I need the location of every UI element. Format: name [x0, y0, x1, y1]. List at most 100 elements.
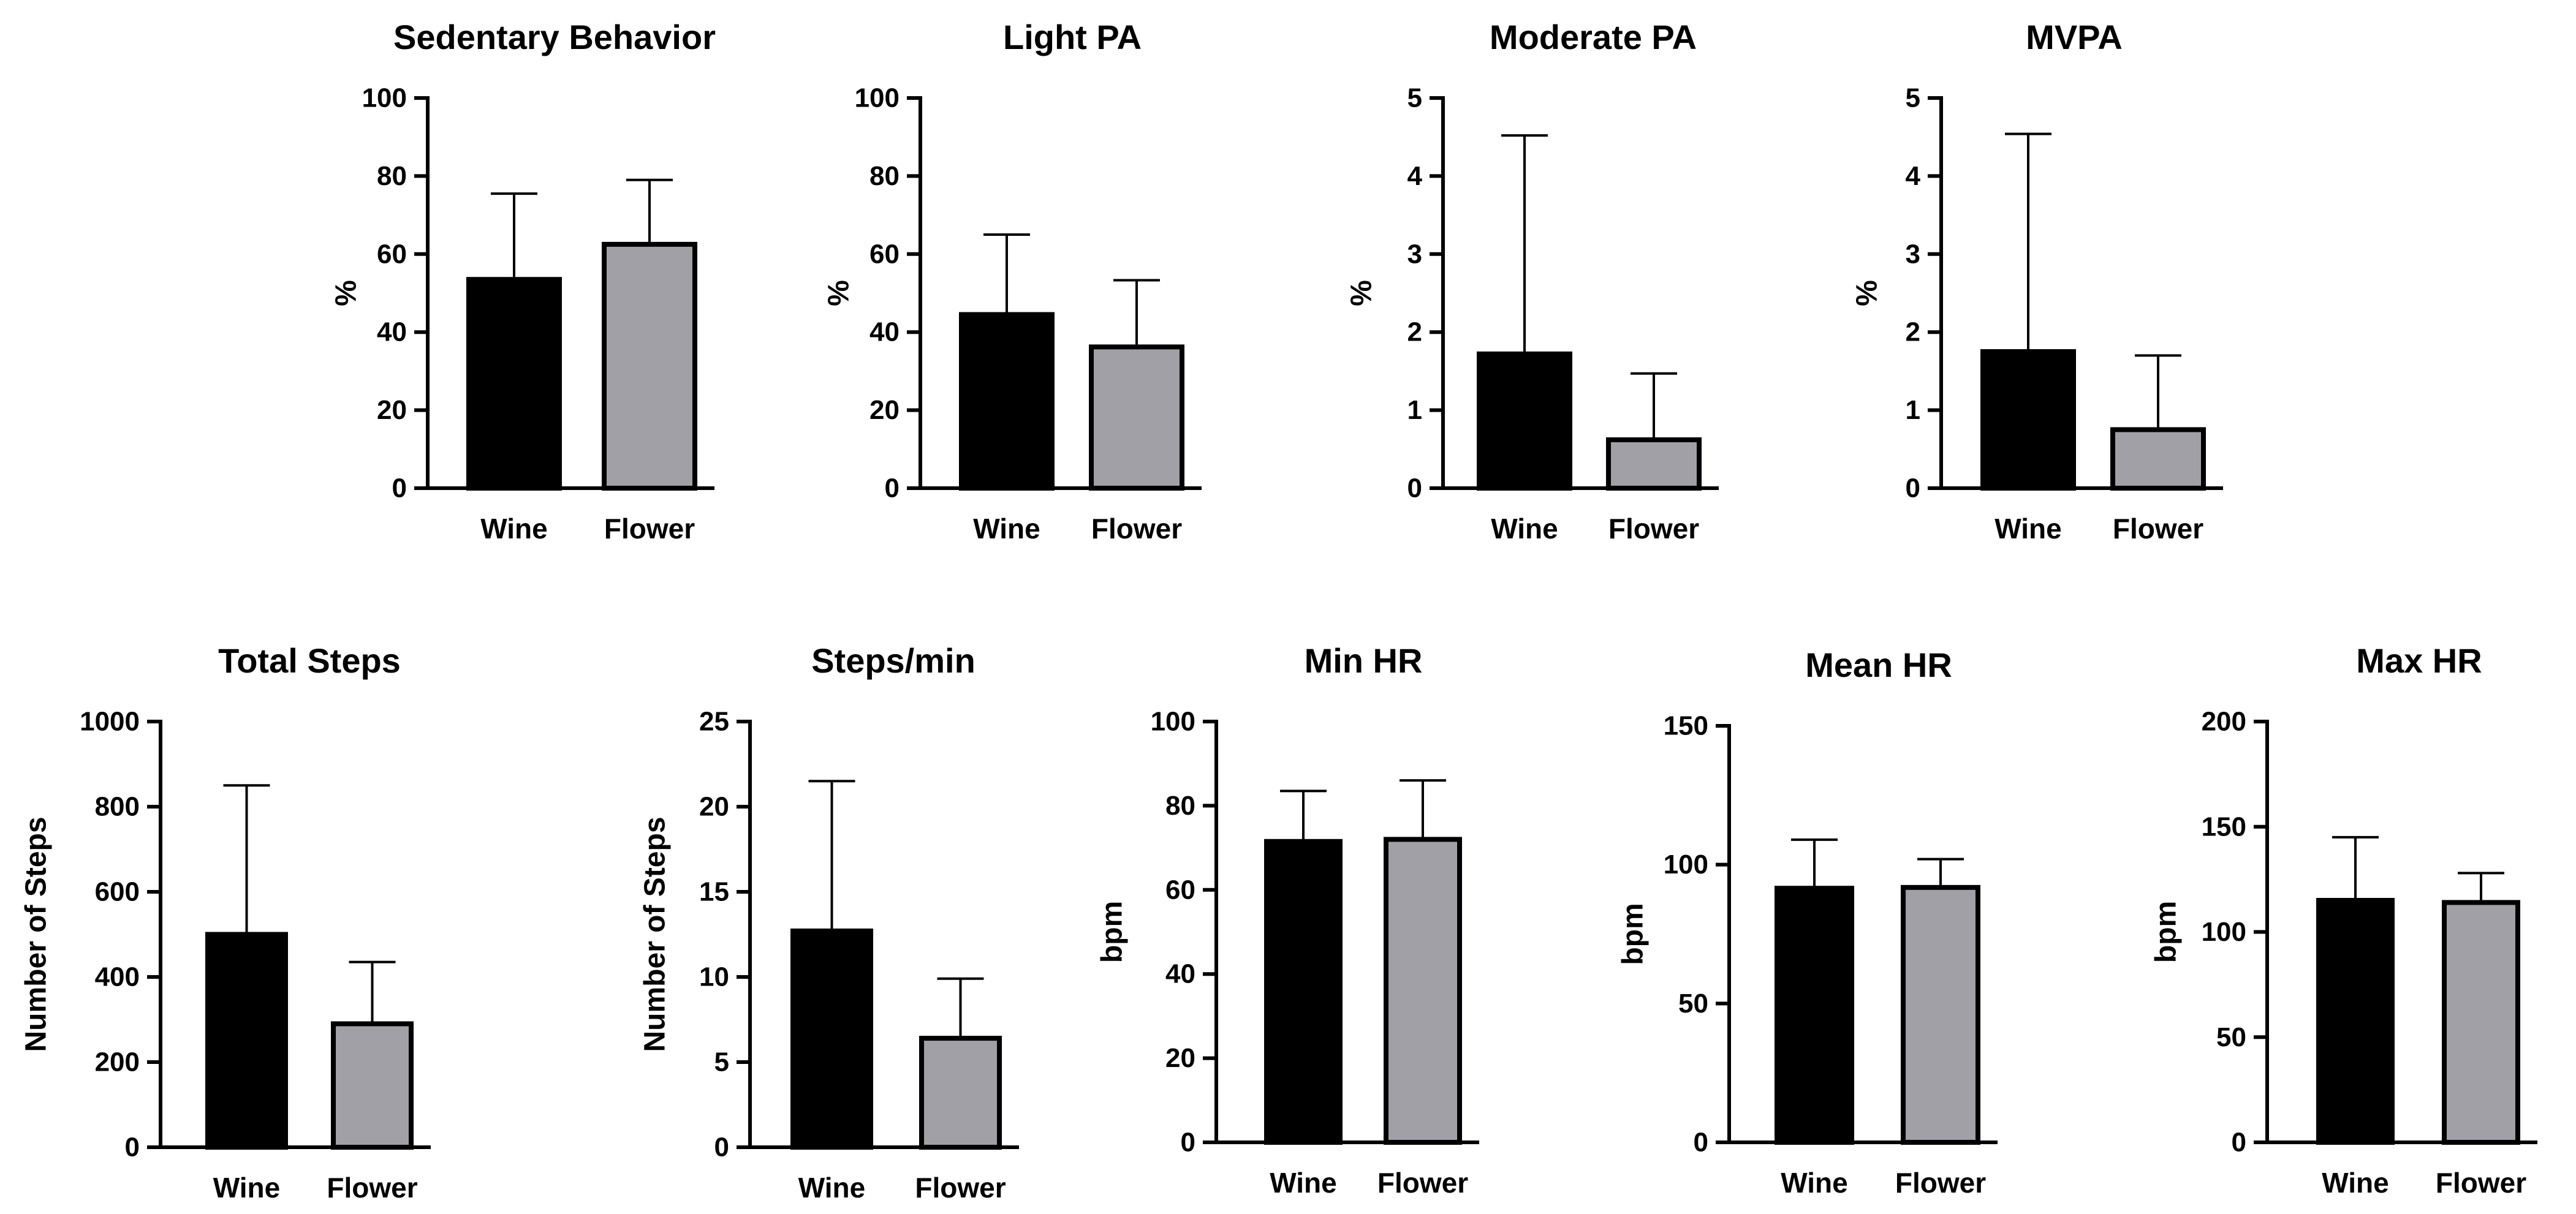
y-tick-label: 80: [377, 161, 407, 191]
y-tick-label: 60: [869, 239, 900, 269]
y-tick-label: 4: [1906, 161, 1921, 191]
bar-wine: [2316, 897, 2395, 1145]
chart-panel: Sedentary Behavior% 0 20 40 60 80 100 Wine Flowe…: [330, 18, 716, 545]
chart-panel: Mean HR bpm 0 50 100 150 Wine Flower: [1617, 646, 1998, 1199]
y-tick-label: 10: [699, 962, 729, 992]
y-tick-label: 25: [699, 707, 729, 737]
y-tick-label: 1000: [80, 707, 140, 737]
y-tick-label: 0: [1181, 1128, 1195, 1158]
y-tick-label: 5: [1407, 83, 1422, 113]
panel-title: Mean HR: [1805, 646, 1952, 684]
bar-wine: [466, 277, 562, 491]
y-tick-label: 1: [1407, 395, 1422, 425]
x-tick-label: Wine: [213, 1172, 280, 1204]
y-axis-label: %: [1851, 280, 1884, 306]
y-tick-label: 60: [1165, 875, 1195, 905]
x-tick-label: Wine: [973, 513, 1040, 545]
y-axis-label: %: [1346, 280, 1378, 306]
x-tick-label: Flower: [2113, 513, 2203, 545]
y-tick-label: 5: [1906, 83, 1920, 113]
x-tick-label: Wine: [798, 1172, 865, 1204]
y-tick-label: 20: [869, 395, 900, 425]
panel-title: Total Steps: [218, 641, 401, 680]
y-tick-label: 0: [2232, 1128, 2246, 1158]
x-tick-label: Flower: [2436, 1167, 2526, 1199]
y-axis-label: Number of Steps: [20, 816, 53, 1052]
y-tick-label: 40: [869, 317, 900, 347]
y-tick-label: 2: [1407, 317, 1422, 347]
chart-panel: Max HR bpm 0 50 100 150 200 Wine Flower: [2150, 641, 2537, 1199]
y-tick-label: 0: [1906, 473, 1920, 503]
panel-title: Sedentary Behavior: [393, 18, 716, 56]
y-tick-label: 60: [377, 239, 407, 269]
x-tick-label: Wine: [2322, 1167, 2388, 1199]
y-tick-label: 15: [699, 877, 729, 907]
y-tick-label: 0: [714, 1133, 729, 1163]
bar-flower: [2442, 900, 2520, 1145]
y-tick-label: 3: [1407, 239, 1422, 269]
y-tick-label: 150: [1664, 711, 1708, 741]
y-tick-label: 40: [1165, 959, 1195, 989]
x-tick-label: Flower: [1091, 513, 1182, 545]
bar-wine: [1775, 886, 1854, 1145]
y-tick-label: 200: [95, 1047, 140, 1077]
bar-wine: [205, 932, 288, 1150]
y-tick-label: 100: [1151, 707, 1195, 737]
x-tick-label: Wine: [1781, 1167, 1847, 1199]
y-tick-label: 80: [869, 161, 900, 191]
bar-flower: [602, 241, 697, 491]
y-tick-label: 3: [1906, 239, 1920, 269]
bar-flower: [1384, 837, 1462, 1145]
y-tick-label: 20: [1165, 1043, 1195, 1073]
chart-panel: Total Steps Number of Steps 0 200 400 600 800 1…: [20, 641, 431, 1204]
y-tick-label: 80: [1165, 791, 1195, 821]
y-tick-label: 50: [1678, 989, 1708, 1019]
y-axis-label: bpm: [1617, 903, 1650, 965]
y-tick-label: 0: [885, 473, 900, 503]
bar-wine: [1264, 839, 1343, 1145]
y-tick-label: 50: [2216, 1022, 2246, 1052]
x-tick-label: Wine: [1270, 1167, 1336, 1199]
x-tick-label: Wine: [1491, 513, 1558, 545]
y-tick-label: 0: [1694, 1128, 1708, 1158]
bar-wine: [1980, 349, 2076, 491]
panel-title: Light PA: [1003, 18, 1142, 56]
x-tick-label: Flower: [1895, 1167, 1986, 1199]
y-axis-label: %: [823, 280, 855, 306]
y-tick-label: 0: [1407, 473, 1422, 503]
y-tick-label: 20: [377, 395, 407, 425]
panel-title: MVPA: [2026, 18, 2123, 56]
y-tick-label: 100: [1664, 850, 1708, 880]
bar-flower: [1089, 344, 1184, 491]
y-tick-label: 40: [377, 317, 407, 347]
y-tick-label: 20: [699, 792, 729, 822]
panel-title: Min HR: [1305, 641, 1423, 680]
y-axis-label: %: [330, 280, 363, 306]
y-tick-label: 1: [1906, 395, 1920, 425]
y-tick-label: 800: [95, 792, 140, 822]
chart-panel: Min HR bpm 0 20 40 60 80 100 Wine Flower: [1096, 641, 1479, 1199]
x-tick-label: Flower: [1377, 1167, 1468, 1199]
panel-title: Moderate PA: [1490, 18, 1697, 56]
panel-title: Max HR: [2356, 641, 2482, 680]
y-axis-label: bpm: [2150, 901, 2183, 963]
bar-wine: [1477, 351, 1572, 491]
bar-flower: [919, 1036, 1002, 1150]
y-tick-label: 400: [95, 962, 140, 992]
x-tick-label: Flower: [915, 1172, 1006, 1204]
y-tick-label: 150: [2202, 812, 2246, 842]
y-tick-label: 600: [95, 877, 140, 907]
x-tick-label: Wine: [1995, 513, 2061, 545]
chart-panel: Light PA% 0 20 40 60 80 100 Wine Flower: [823, 18, 1202, 545]
y-tick-label: 0: [392, 473, 407, 503]
chart-panel: MVPA% 0 1 2 3 4 5 Wine Flower: [1851, 18, 2223, 545]
y-tick-label: 200: [2202, 707, 2246, 737]
y-tick-label: 5: [714, 1047, 729, 1077]
x-tick-label: Flower: [604, 513, 695, 545]
bar-wine: [790, 928, 873, 1150]
x-tick-label: Flower: [1608, 513, 1699, 545]
y-axis-label: bpm: [1096, 901, 1129, 963]
y-tick-label: 4: [1407, 161, 1423, 191]
x-tick-label: Wine: [480, 513, 547, 545]
